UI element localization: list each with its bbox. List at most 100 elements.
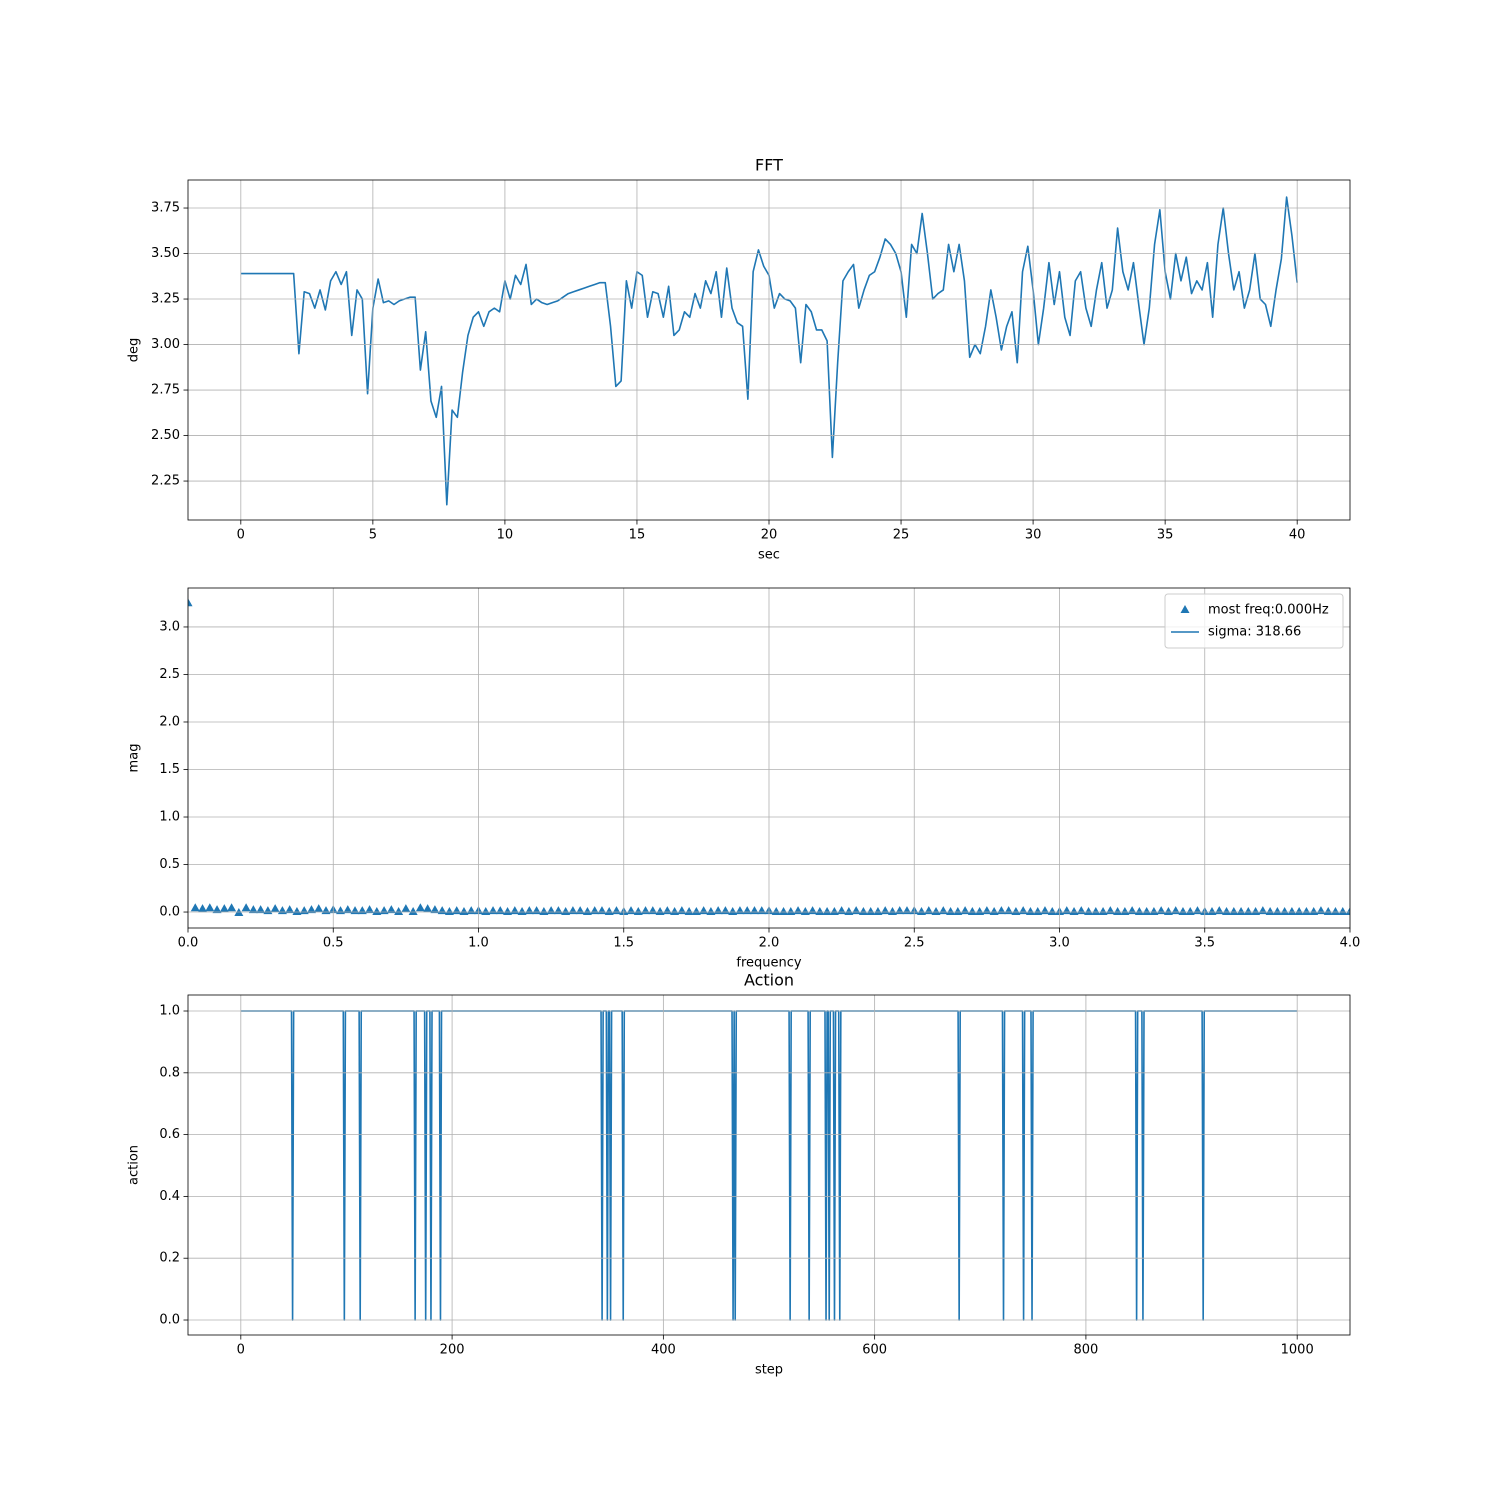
marker [394,907,404,916]
x-tick-label: 200 [440,1343,465,1358]
marker [1098,907,1108,916]
marker [212,905,222,914]
marker [459,907,469,916]
marker [408,907,418,916]
x-tick-label: 800 [1073,1343,1098,1358]
x-tick-label: 0.0 [178,936,199,951]
marker [1091,907,1101,916]
marker [561,907,571,916]
marker [728,907,738,916]
marker [343,905,353,914]
marker [1207,907,1217,916]
marker [967,907,977,916]
x-axis-label: step [755,1363,783,1378]
legend-marker [1180,605,1190,613]
y-tick-label: 0.8 [159,1065,180,1080]
marker [887,907,897,916]
marker [386,905,396,914]
marker [190,903,200,912]
marker [1301,907,1311,916]
marker [582,907,592,916]
x-tick-label: 3.0 [1049,936,1070,951]
marker [1011,907,1021,916]
marker [604,907,614,916]
marker [1323,907,1333,916]
marker [786,907,796,916]
marker [1222,907,1232,916]
marker [931,907,941,916]
marker [241,903,251,912]
marker [822,907,832,916]
marker [1280,907,1290,916]
y-tick-label: 0.5 [159,857,180,872]
marker [372,907,382,916]
marker [423,904,433,913]
marker [1338,907,1348,916]
marker [1069,907,1079,916]
marker [1134,907,1144,916]
x-tick-label: 10 [497,528,514,543]
x-tick-label: 40 [1289,528,1306,543]
marker [917,907,927,916]
x-tick-label: 0.5 [323,936,344,951]
y-tick-label: 0.2 [159,1251,180,1266]
y-tick-label: 2.50 [151,428,180,443]
x-tick-label: 35 [1157,528,1174,543]
marker [430,905,440,914]
marker [1236,907,1246,916]
marker [1345,907,1350,916]
marker [365,905,375,914]
marker [285,905,295,914]
x-tick-label: 5 [369,528,377,543]
marker [1084,907,1094,916]
legend-label: most freq:0.000Hz [1208,603,1329,618]
y-tick-label: 0.0 [159,1313,180,1328]
x-axis-label: sec [758,548,780,563]
marker [444,907,454,916]
axes-frame [187,179,1351,521]
legend-label: sigma: 318.66 [1208,625,1301,640]
marker [684,907,694,916]
marker [539,907,549,916]
marker [1330,907,1340,916]
marker [1309,907,1319,916]
y-tick-label: 0.0 [159,905,180,920]
y-tick-label: 3.25 [151,292,180,307]
marker [1265,907,1275,916]
x-tick-label: 4.0 [1340,936,1361,951]
marker [270,904,280,913]
marker [248,905,258,914]
marker [1142,907,1152,916]
marker [1243,907,1253,916]
marker [873,907,883,916]
marker [1025,907,1035,916]
x-tick-label: 2.5 [904,936,925,951]
marker [306,905,316,914]
marker [1178,907,1188,916]
x-tick-label: 25 [893,528,910,543]
marker [1120,907,1130,916]
marker [706,907,716,916]
y-tick-label: 2.5 [159,667,180,682]
x-tick-label: 400 [651,1343,676,1358]
marker [1149,907,1159,916]
marker [975,907,985,916]
x-tick-label: 20 [761,528,778,543]
marker [481,907,491,916]
y-tick-label: 1.0 [159,1004,180,1019]
marker [1294,907,1304,916]
y-tick-label: 3.50 [151,246,180,261]
x-tick-label: 1000 [1281,1343,1314,1358]
legend-box [1164,593,1344,649]
marker [188,598,193,607]
axes-frame [187,994,1351,1336]
x-tick-label: 0 [237,1343,245,1358]
legend: most freq:0.000Hz sigma: 318.66 [1164,593,1344,649]
marker [779,907,789,916]
chart-title: FFT [755,156,783,175]
marker [1287,907,1297,916]
y-tick-label: 0.4 [159,1189,180,1204]
y-tick-label: 1.5 [159,762,180,777]
x-axis-label: frequency [736,956,802,971]
